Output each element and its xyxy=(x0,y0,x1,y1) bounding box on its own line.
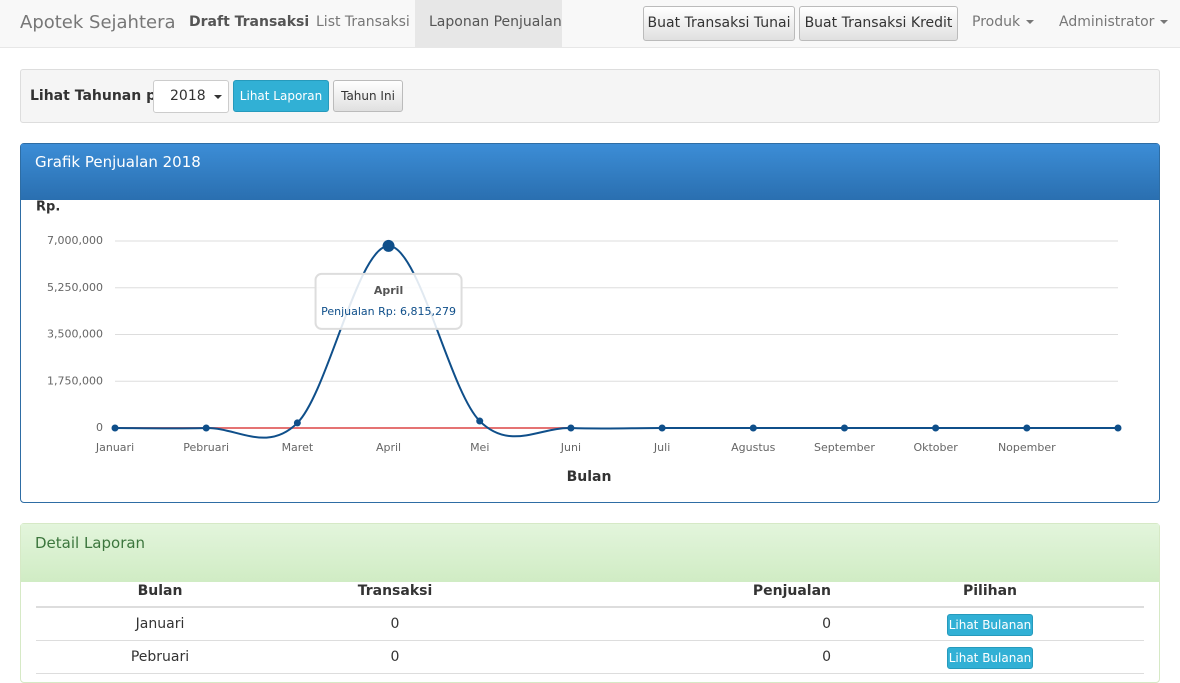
point xyxy=(1023,424,1031,432)
cell: Pebruari xyxy=(130,649,190,665)
point xyxy=(749,424,757,432)
button[interactable]: Buat Transaksi Tunai xyxy=(643,6,795,41)
x-tick-label: Oktober xyxy=(913,441,958,454)
nav-link[interactable]: Laponan Penjualan xyxy=(429,14,562,30)
point xyxy=(476,417,484,425)
x-tick-label: Pebruari xyxy=(183,441,229,454)
x-tick-label: April xyxy=(376,441,401,454)
point xyxy=(382,239,395,252)
x-tick-label: Mei xyxy=(470,441,489,454)
row-button[interactable]: Lihat Bulanan xyxy=(947,647,1033,669)
dropdown-label: Produk xyxy=(972,14,1021,30)
y-tick-label: 1,750,000 xyxy=(47,374,103,387)
chart-panel: Grafik Penjualan 2018 xyxy=(20,143,1160,503)
point xyxy=(293,419,301,427)
table-rule xyxy=(36,606,1144,608)
y-axis-label: Rp. xyxy=(36,200,60,215)
cell: 0 xyxy=(390,616,400,632)
chart: Rp. Bulan 0 1,750,000 3,500,000 5,250,000 7,00… xyxy=(36,200,1122,485)
nav-link[interactable]: Draft Transaksi xyxy=(189,14,310,30)
series-line xyxy=(114,244,1118,439)
cell: 0 xyxy=(822,649,831,665)
panel-title: Detail Laporan xyxy=(21,524,1159,582)
row-button[interactable]: Lihat Bulanan xyxy=(947,614,1033,636)
point xyxy=(840,424,848,432)
panel-title: Grafik Penjualan 2018 xyxy=(21,144,1159,200)
dropdown-label: Administrator xyxy=(1059,14,1155,30)
y-tick-label: 3,500,000 xyxy=(47,328,103,341)
y-tick-label: 5,250,000 xyxy=(47,281,103,294)
active-tab-bg xyxy=(415,0,562,48)
column-header: Transaksi xyxy=(357,583,433,599)
nav-link[interactable]: List Transaksi xyxy=(316,14,410,30)
x-tick-label: Juli xyxy=(653,441,670,454)
x-tick-label: Agustus xyxy=(731,441,775,454)
x-tick-label: Maret xyxy=(282,441,314,454)
row-rule xyxy=(36,640,1144,641)
brand[interactable]: Apotek Sejahtera xyxy=(20,12,176,33)
button[interactable]: Lihat Laporan xyxy=(233,80,329,112)
point xyxy=(932,424,940,432)
cell: 0 xyxy=(390,649,400,665)
point xyxy=(1114,424,1122,432)
x-tick-label: September xyxy=(814,441,875,454)
button[interactable]: Tahun Ini xyxy=(333,80,403,112)
tooltip-title: April xyxy=(374,284,403,297)
y-tick-label: 0 xyxy=(96,421,103,434)
x-axis-label: Bulan xyxy=(567,469,612,485)
tooltip xyxy=(314,272,463,330)
button[interactable]: Buat Transaksi Kredit xyxy=(799,6,958,41)
y-tick-label: 7,000,000 xyxy=(47,234,103,247)
point xyxy=(111,424,119,432)
column-header: Bulan xyxy=(137,583,183,599)
cell: 0 xyxy=(822,616,831,632)
select-value: 2018 xyxy=(170,88,206,104)
point xyxy=(202,424,210,432)
navbar xyxy=(0,0,1180,48)
year-select[interactable]: 2018 xyxy=(153,80,229,113)
point xyxy=(658,424,666,432)
tooltip-label: Penjualan Rp: 6,815,279 xyxy=(321,305,456,318)
dropdown[interactable]: Administrator xyxy=(1059,14,1169,30)
row-rule xyxy=(36,673,1144,674)
x-tick-label: Januari xyxy=(95,441,134,454)
point xyxy=(567,424,575,432)
column-header: Pilihan xyxy=(962,583,1018,599)
dropdown[interactable]: Produk xyxy=(972,14,1035,30)
cell: Januari xyxy=(135,616,185,632)
column-header: Penjualan xyxy=(752,583,831,599)
detail-panel: Detail Laporan xyxy=(20,523,1160,683)
x-tick-label: Juni xyxy=(560,441,581,454)
filter-label: Lihat Tahunan per xyxy=(30,88,173,104)
x-tick-label: Nopember xyxy=(998,441,1056,454)
